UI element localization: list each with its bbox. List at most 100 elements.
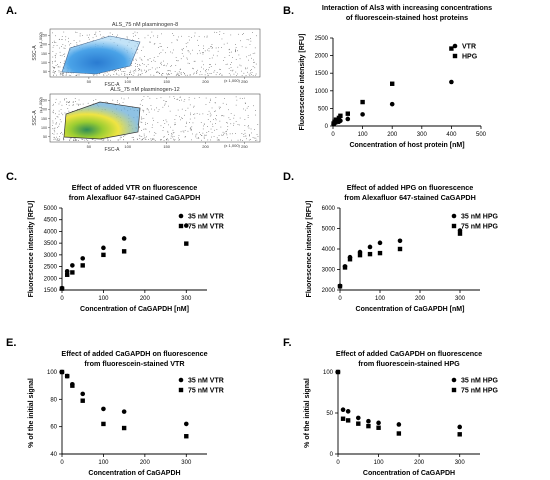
flow-event-dot	[57, 66, 59, 68]
flow-event-dot	[216, 139, 218, 141]
flow-event-dot	[192, 67, 193, 69]
data-point-square	[70, 383, 75, 388]
flow-event-dot	[208, 50, 210, 52]
flow-event-dot	[193, 106, 194, 108]
y-tick-label: 2000	[44, 276, 58, 282]
flow-event-dot	[109, 32, 111, 34]
flow-event-dot	[251, 57, 252, 59]
flow-event-dot	[215, 97, 217, 98]
chart-title: Interaction of Als3 with increasing conc…	[322, 3, 492, 12]
flow-event-dot	[73, 137, 75, 139]
flow-event-dot	[254, 47, 256, 49]
flow-event-dot	[239, 58, 241, 60]
flow-event-dot	[256, 35, 257, 37]
flow-event-dot	[223, 43, 225, 45]
flow-event-dot	[92, 103, 94, 105]
flow-event-dot	[52, 42, 53, 43]
flow-event-dot	[216, 129, 218, 130]
flow-event-dot	[92, 40, 94, 41]
flow-event-dot	[153, 120, 154, 121]
flow-event-dot	[233, 73, 235, 75]
flow-event-dot	[212, 123, 213, 125]
flow-event-dot	[115, 70, 117, 71]
flow-event-dot	[143, 128, 145, 130]
flow-event-dot	[242, 34, 243, 35]
flow-event-dot	[143, 138, 145, 139]
data-point-square	[64, 272, 70, 277]
flow-event-dot	[196, 72, 198, 74]
flow-event-dot	[93, 74, 94, 76]
flow-event-dot	[222, 131, 224, 133]
flow-event-dot	[153, 59, 155, 61]
flow-event-dot	[60, 109, 62, 110]
flow-event-dot	[237, 66, 239, 68]
flow-event-dot	[154, 132, 156, 133]
flow-event-dot	[180, 74, 182, 75]
flow-event-dot	[55, 118, 56, 120]
flow-event-dot	[53, 45, 55, 46]
flow-event-dot	[75, 31, 76, 33]
flow-event-dot	[105, 101, 107, 103]
flow-event-dot	[164, 104, 165, 106]
flow-event-dot	[252, 66, 254, 67]
flow-event-dot	[151, 108, 152, 110]
flow-top-x-unit: (x 1,000)	[224, 78, 240, 83]
flow-event-dot	[149, 97, 151, 99]
flow-event-dot	[143, 64, 145, 65]
flow-event-dot	[79, 40, 81, 42]
flow-event-dot	[198, 45, 199, 46]
flow-event-dot	[114, 70, 116, 71]
flow-y-tick-label: 150	[41, 52, 47, 56]
flow-event-dot	[143, 118, 145, 119]
data-point-square	[335, 369, 341, 375]
flow-event-dot	[52, 66, 54, 68]
data-point-square	[457, 432, 462, 437]
flow-event-dot	[139, 126, 140, 128]
flow-event-dot	[149, 69, 151, 70]
flow-event-dot	[172, 33, 173, 34]
flow-event-dot	[233, 114, 235, 116]
flow-top-gate	[61, 35, 141, 75]
flow-event-dot	[135, 58, 137, 60]
flow-event-dot	[167, 63, 168, 65]
flow-event-dot	[153, 43, 155, 45]
flow-event-dot	[119, 136, 121, 138]
flow-event-dot	[130, 64, 132, 66]
flow-event-dot	[221, 38, 223, 40]
flow-event-dot	[168, 73, 169, 75]
chart-c: Effect of added VTR on fluorescencefrom …	[28, 183, 224, 313]
flow-event-dot	[160, 139, 162, 140]
data-point-circle	[389, 101, 395, 107]
flow-event-dot	[228, 49, 230, 51]
data-point-circle	[183, 223, 189, 228]
flow-event-dot	[56, 139, 58, 141]
flow-x-tick-label: 150	[163, 79, 170, 84]
flow-event-dot	[230, 74, 231, 76]
flow-event-dot	[157, 56, 159, 57]
flow-event-dot	[198, 36, 200, 37]
flow-event-dot	[116, 101, 118, 103]
flow-event-dot	[68, 74, 70, 76]
flow-event-dot	[216, 72, 218, 73]
flow-event-dot	[156, 107, 157, 109]
flow-event-dot	[79, 35, 81, 37]
flow-event-dot	[52, 125, 53, 126]
flow-event-dot	[54, 131, 56, 133]
flow-event-dot	[237, 73, 238, 75]
flow-event-dot	[161, 33, 162, 35]
panel-letter-c: C.	[6, 171, 17, 183]
flow-event-dot	[148, 69, 149, 71]
flow-event-dot	[68, 41, 69, 43]
data-point-square	[449, 46, 454, 51]
flow-event-dot	[118, 74, 120, 76]
flow-event-dot	[150, 139, 152, 141]
flow-event-dot	[187, 107, 189, 109]
flow-event-dot	[239, 117, 241, 119]
flow-event-dot	[244, 102, 246, 104]
flow-event-dot	[99, 31, 101, 32]
flow-event-dot	[62, 133, 64, 135]
flow-event-dot	[66, 72, 67, 74]
legend-label: 35 nM VTR	[188, 378, 224, 385]
flow-event-dot	[163, 136, 165, 138]
flow-event-dot	[233, 124, 234, 126]
